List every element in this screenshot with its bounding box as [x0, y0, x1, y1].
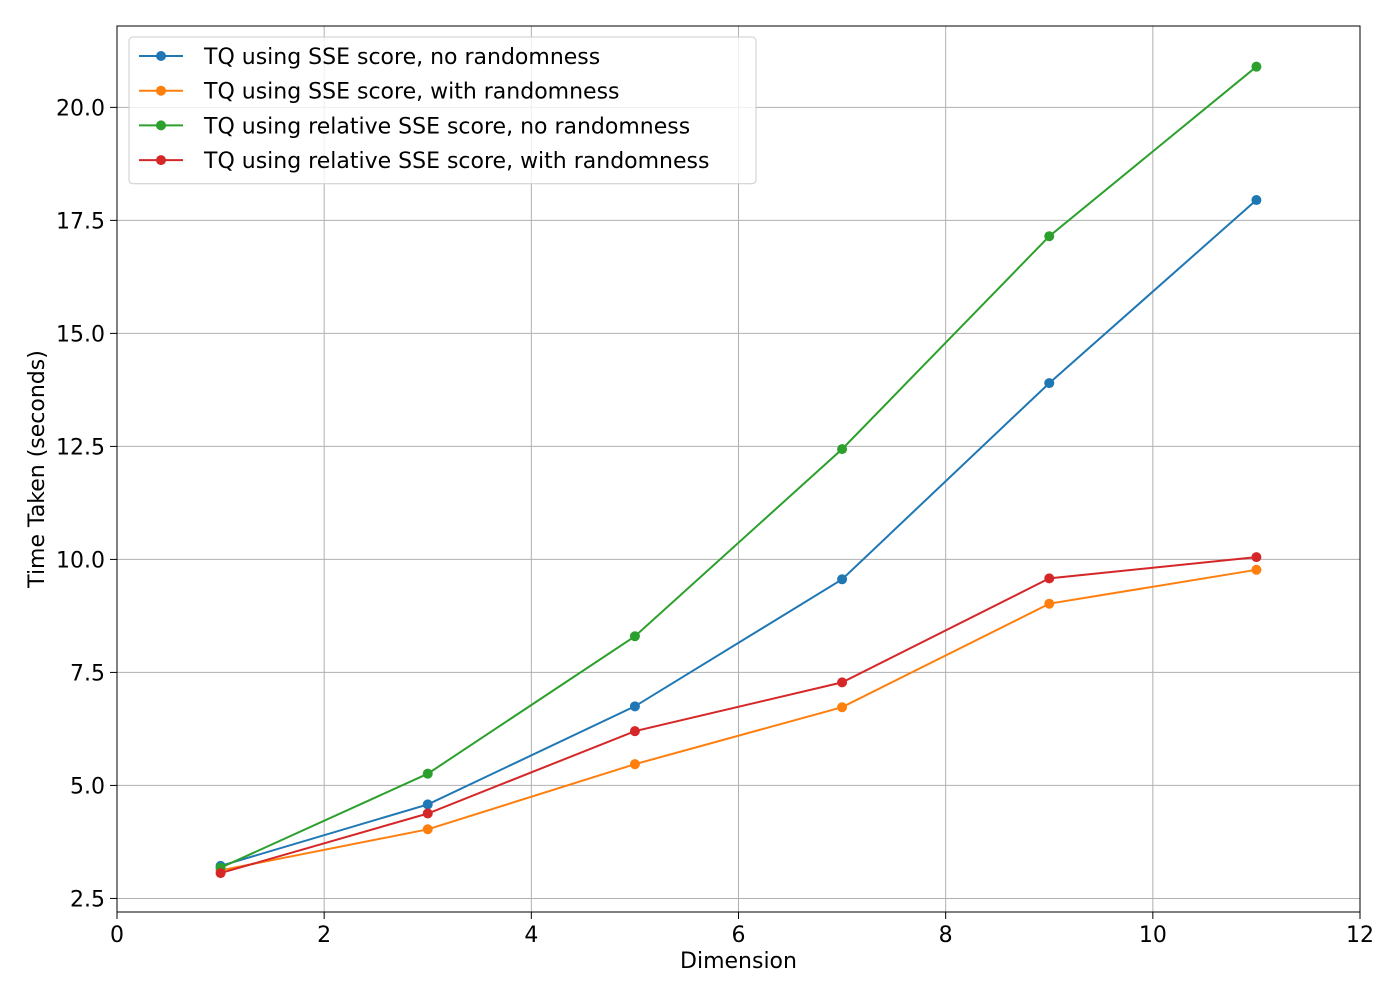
series-4 — [215, 552, 1262, 879]
data-point — [1044, 573, 1055, 584]
axis-ticks: 0 2 4 6 8 10 12 2.5 5.0 7.5 10.0 12.5 15.0 17.5 20.0 — [56, 96, 1374, 948]
series-layer — [215, 61, 1262, 879]
x-tick-label: 12 — [1346, 923, 1374, 948]
legend-label: TQ using relative SSE score, with random… — [203, 149, 709, 174]
data-point — [1251, 552, 1262, 563]
y-axis-label: Time Taken (seconds) — [25, 350, 50, 589]
x-tick-label: 2 — [317, 923, 331, 948]
data-point — [1044, 598, 1055, 609]
legend-marker — [156, 120, 166, 131]
legend-item: TQ using relative SSE score, with random… — [139, 149, 709, 174]
x-tick-label: 8 — [939, 923, 953, 948]
y-tick-label: 10.0 — [56, 548, 105, 573]
legend-item: TQ using SSE score, with randomness — [139, 80, 620, 105]
data-point — [837, 444, 848, 455]
data-point — [629, 759, 640, 770]
legend-label: TQ using SSE score, no randomness — [203, 45, 600, 70]
legend-label: TQ using SSE score, with randomness — [203, 80, 620, 105]
data-point — [422, 768, 433, 779]
x-tick-label: 4 — [524, 923, 538, 948]
series-line — [220, 65, 1258, 869]
legend-item: TQ using relative SSE score, no randomne… — [139, 114, 690, 139]
x-axis-label: Dimension — [680, 949, 797, 974]
data-point — [1044, 231, 1055, 242]
grid — [116, 26, 1361, 912]
legend: TQ using SSE score, no randomness TQ usin… — [128, 36, 757, 185]
legend-box — [128, 36, 757, 185]
data-point — [1251, 195, 1262, 206]
x-tick-label: 0 — [110, 923, 124, 948]
data-point — [422, 824, 433, 835]
data-point — [837, 702, 848, 713]
legend-marker — [156, 155, 166, 166]
y-tick-label: 17.5 — [56, 209, 105, 234]
y-tick-label: 2.5 — [70, 887, 105, 912]
x-tick-label: 6 — [732, 923, 746, 948]
series-2 — [215, 564, 1262, 876]
data-point — [422, 808, 433, 819]
y-tick-label: 12.5 — [56, 435, 105, 460]
legend-marker — [156, 51, 166, 61]
legend-marker — [156, 85, 166, 96]
data-point — [422, 799, 433, 810]
data-point — [629, 726, 640, 737]
legend-item: TQ using SSE score, no randomness — [139, 45, 600, 70]
data-point — [1044, 378, 1055, 389]
data-point — [629, 631, 640, 642]
series-3 — [215, 61, 1262, 873]
data-point — [629, 701, 640, 712]
data-point — [837, 574, 848, 585]
legend-label: TQ using relative SSE score, no randomne… — [203, 114, 690, 139]
series-line — [220, 199, 1258, 867]
series-line — [220, 556, 1257, 875]
data-point — [1251, 564, 1262, 575]
data-point — [837, 677, 848, 688]
y-tick-label: 15.0 — [56, 322, 105, 347]
data-point — [1251, 61, 1262, 72]
x-tick-label: 10 — [1139, 923, 1167, 948]
series-line — [220, 568, 1257, 872]
y-tick-label: 5.0 — [70, 774, 105, 799]
y-tick-label: 7.5 — [70, 661, 105, 686]
y-tick-label: 20.0 — [56, 96, 105, 121]
data-point — [215, 868, 226, 879]
